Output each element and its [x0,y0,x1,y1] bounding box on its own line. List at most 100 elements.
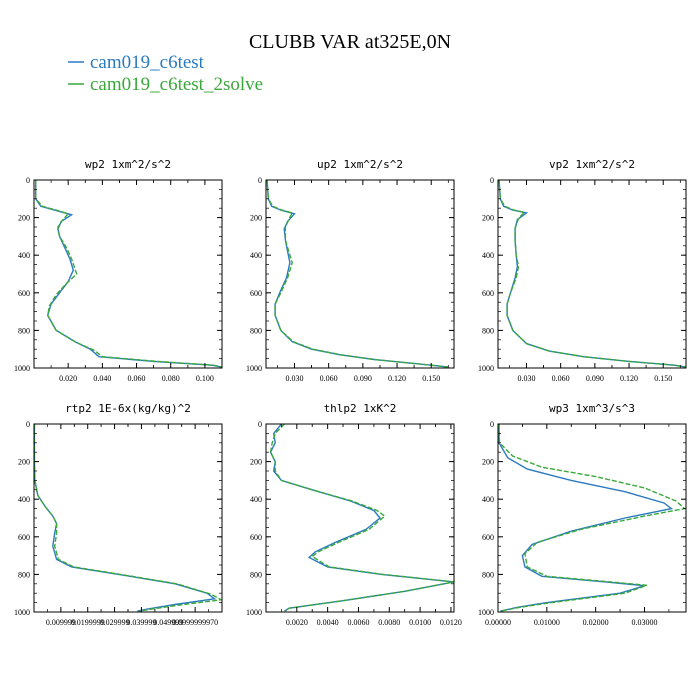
panel-title: wp2 1xm^2/s^2 [85,158,171,171]
panel-title: up2 1xm^2/s^2 [317,158,403,171]
y-tick-label: 600 [482,289,494,298]
x-tick-label: 0.120 [388,374,406,383]
panel-3: vp2 1xm^2/s^2 0 200 400 600 800 1000 0.030 0.060… [478,158,687,383]
series-line-1 [266,180,449,368]
series-line-2 [498,180,686,368]
x-tick-label: 0.029999 [100,618,130,627]
y-tick-label: 400 [250,495,262,504]
series-line-2 [35,180,222,368]
y-tick-label: 1000 [478,608,494,617]
y-tick-label: 800 [482,326,494,335]
plot-frame [497,423,687,613]
series-line-1 [35,180,222,368]
plot-frame [497,179,687,369]
y-tick-label: 200 [482,458,494,467]
x-tick-label: 0.0199999 [71,618,105,627]
y-tick-label: 800 [18,570,30,579]
y-tick-label: 0 [258,176,262,185]
x-tick-label: 0.01000 [534,618,560,627]
series-line-1 [498,424,674,612]
x-tick-label: 0.0120 [440,618,462,627]
legend: cam019_c6test cam019_c6test_2solve [68,52,263,95]
x-tick-label: 0.0020 [286,618,308,627]
y-tick-label: 1000 [14,608,30,617]
y-tick-label: 400 [18,495,30,504]
x-tick-label: 0.040 [93,374,111,383]
series-line-1 [269,424,454,612]
plot-frame [33,423,223,613]
y-tick-label: 0 [490,176,494,185]
y-tick-label: 200 [18,458,30,467]
series-line-2 [266,180,449,368]
panel-2: up2 1xm^2/s^2 0 200 400 600 800 1000 0.030 0.060… [246,158,455,383]
panel-title: wp3 1xm^3/s^3 [549,402,635,415]
y-tick-label: 400 [482,495,494,504]
series-line-2 [269,424,454,612]
legend-label-2: cam019_c6test_2solve [90,74,263,95]
series-line-1 [498,180,686,368]
y-tick-label: 200 [18,214,30,223]
panel-4: rtp2 1E-6x(kg/kg)^2 0 200 400 600 800 1000 0.00… [14,402,223,627]
x-tick-label: 0.090 [586,374,604,383]
x-tick-label: 0.060 [128,374,146,383]
panel-5: thlp2 1xK^2 0 200 400 600 800 1000 0.0020 0.0040… [246,402,462,627]
plot-frame [265,179,455,369]
y-tick-label: 1000 [14,364,30,373]
x-tick-label: 0.0060 [347,618,369,627]
y-tick-label: 200 [250,214,262,223]
y-tick-label: 0 [26,420,30,429]
y-tick-label: 200 [482,214,494,223]
x-tick-label: 0.03000 [631,618,657,627]
x-tick-label: 0.090 [354,374,372,383]
figure-title: CLUBB VAR at325E,0N [249,31,451,53]
plot-frame [33,179,223,369]
legend-label-1: cam019_c6test [90,52,205,73]
y-tick-label: 0 [26,176,30,185]
y-tick-label: 400 [18,251,30,260]
y-tick-label: 400 [482,251,494,260]
panel-1: wp2 1xm^2/s^2 0 200 400 600 800 1000 0.020 0.040… [14,158,223,383]
x-tick-label: 0.060 [552,374,570,383]
x-tick-label: 0.02000 [583,618,609,627]
x-tick-label: 0.009999 [46,618,76,627]
x-tick-label: 0.020 [59,374,77,383]
x-tick-label: 0.060 [320,374,338,383]
y-tick-label: 600 [18,289,30,298]
x-tick-label: 0.0040 [317,618,339,627]
y-tick-label: 800 [18,326,30,335]
panel-title: rtp2 1E-6x(kg/kg)^2 [65,402,191,415]
series-line-2 [498,424,686,612]
y-tick-label: 200 [250,458,262,467]
x-tick-label: 0.030 [285,374,303,383]
panels: wp2 1xm^2/s^2 0 200 400 600 800 1000 0.020 0.040… [14,158,687,627]
y-tick-label: 1000 [246,364,262,373]
y-tick-label: 800 [250,570,262,579]
panel-title: vp2 1xm^2/s^2 [549,158,635,171]
x-tick-label: 0.049999 [153,618,183,627]
y-tick-label: 0 [490,420,494,429]
x-tick-label: 0.0080 [378,618,400,627]
x-tick-label: 0.080 [162,374,180,383]
panel-title: thlp2 1xK^2 [324,402,397,415]
y-tick-label: 0 [258,420,262,429]
y-tick-label: 600 [18,533,30,542]
plot-frame [265,423,455,613]
y-tick-label: 800 [250,326,262,335]
x-tick-label: 0.100 [196,374,214,383]
y-tick-label: 800 [482,570,494,579]
y-tick-label: 600 [250,289,262,298]
x-tick-label: 0.0999999970 [172,618,218,627]
y-tick-label: 1000 [478,364,494,373]
x-tick-label: 0.030 [517,374,535,383]
y-tick-label: 400 [250,251,262,260]
x-tick-label: 0.150 [654,374,672,383]
x-tick-label: 0.0100 [409,618,431,627]
x-tick-label: 0.039999 [126,618,156,627]
series-line-1 [34,424,217,612]
x-tick-label: 0.120 [620,374,638,383]
y-tick-label: 1000 [246,608,262,617]
y-tick-label: 600 [250,533,262,542]
y-tick-label: 600 [482,533,494,542]
